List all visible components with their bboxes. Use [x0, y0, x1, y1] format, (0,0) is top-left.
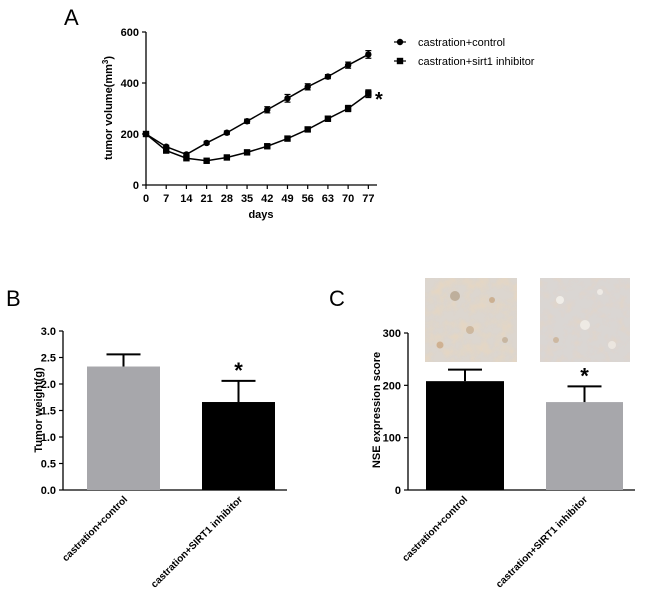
data-point-sirt1-inhibitor	[264, 143, 271, 150]
panel-a-y-tick-label: 200	[121, 129, 139, 141]
x-label-sirt1-inhibitor: castration+SIRT1 inhibitor	[494, 494, 590, 590]
panel-a-x-tick-label: 70	[342, 193, 354, 205]
panel-a-legend: castration+control castration+sirt1 inhi…	[394, 37, 535, 68]
data-point-sirt1-inhibitor	[203, 157, 210, 164]
panel-b-y-ticks: 0.0 0.5 1.0 1.5 2.0 2.5 3.0	[41, 326, 63, 497]
panel-b: B 0.00.51.01.52.02.53.0 Tumor weight(g) …	[6, 286, 287, 590]
panel-c-bars: *	[426, 363, 623, 490]
panel-c: C 0 100 200 300 NSE expression score * cast…	[329, 278, 635, 590]
panel-b-y-tick-label: 3.0	[41, 326, 56, 338]
panel-a-label: A	[64, 5, 79, 30]
legend-marker-square	[396, 57, 404, 65]
panel-c-y-tick-label: 300	[383, 328, 401, 340]
panel-a-y-tick-label: 0	[133, 180, 139, 192]
data-point-sirt1-inhibitor	[344, 105, 352, 112]
panel-a-y-tick-label: 600	[121, 27, 139, 39]
panel-a-x-tick-label: 14	[180, 193, 193, 205]
panel-a-series	[142, 50, 372, 164]
data-point-control	[284, 95, 291, 102]
legend-label-inhibitor: castration+sirt1 inhibitor	[418, 56, 535, 68]
panel-c-y-tick-label: 200	[383, 380, 401, 392]
panel-c-x-labels: castration+control castration+SIRT1 inhib…	[400, 494, 590, 590]
x-label-control: castration+control	[60, 494, 130, 564]
panel-a-x-tick-label: 35	[241, 193, 253, 205]
data-point-control	[223, 129, 231, 136]
panel-a-y-axis-title: tumor volume(mm3)	[101, 56, 115, 160]
panel-a-y-axis-title-sup: 3	[101, 59, 110, 64]
data-point-sirt1-inhibitor	[223, 154, 231, 161]
panel-b-y-tick-label: 2.5	[41, 353, 56, 365]
data-point-control	[324, 73, 332, 80]
bar-sirt1-inhibitor	[202, 402, 275, 490]
legend-label-control: castration+control	[418, 37, 505, 49]
panel-b-label: B	[6, 286, 21, 311]
legend-marker-circle	[396, 38, 404, 46]
data-point-sirt1-inhibitor	[365, 90, 372, 97]
x-label-control: castration+control	[400, 494, 470, 564]
data-point-sirt1-inhibitor	[284, 135, 291, 142]
data-point-control	[264, 106, 271, 113]
panel-c-y-axis-title: NSE expression score	[371, 352, 383, 468]
data-point-control	[304, 83, 311, 91]
bar-control	[87, 366, 160, 490]
series-line-control	[145, 53, 369, 156]
panel-a-y-ticks: 0 200 400 600	[121, 27, 146, 192]
panel-c-y-tick-label: 100	[383, 433, 401, 445]
data-point-sirt1-inhibitor	[243, 149, 251, 156]
panel-b-y-tick-label: 0.5	[41, 459, 56, 471]
panel-c-label: C	[329, 286, 345, 311]
panel-a-x-tick-label: 56	[302, 193, 314, 205]
panel-a-significance-star: *	[375, 89, 383, 111]
panel-b-y-tick-label: 0.0	[41, 485, 56, 497]
panel-a-x-axis-title: days	[248, 209, 273, 221]
significance-star-sirt1-inhibitor: *	[580, 363, 589, 388]
panel-a-y-axis-title-close: )	[103, 56, 115, 60]
panel-b-y-tick-label: 2.0	[41, 379, 56, 391]
panel-a-x-tick-label: 0	[143, 193, 149, 205]
panel-a-x-ticks: 0 7 14 21 28 35 42 49 56 63 70 77	[143, 185, 374, 205]
panel-a-axes	[145, 32, 377, 186]
panel-b-y-axis-title: Tumor weight(g)	[33, 367, 45, 453]
data-point-sirt1-inhibitor	[142, 130, 150, 138]
data-point-control	[365, 51, 372, 58]
data-point-sirt1-inhibitor	[183, 155, 190, 162]
panel-a-x-tick-label: 77	[362, 193, 374, 205]
significance-star-sirt1-inhibitor: *	[234, 358, 243, 383]
panel-a-y-tick-label: 400	[121, 78, 139, 90]
ihc-image-control	[425, 278, 517, 362]
panel-c-y-tick-label: 0	[395, 485, 401, 497]
data-point-control	[203, 139, 210, 147]
bar-control	[426, 381, 504, 490]
bar-sirt1-inhibitor	[546, 402, 623, 490]
panel-a-x-tick-label: 63	[322, 193, 334, 205]
panel-a-x-tick-label: 28	[221, 193, 233, 205]
panel-a-x-tick-label: 7	[163, 193, 169, 205]
panel-a-x-tick-label: 42	[261, 193, 273, 205]
ihc-image-sirt1-inhibitor	[540, 278, 630, 362]
panel-a-y-axis-title-main: tumor volume(mm	[103, 64, 115, 160]
panel-b-x-labels: castration+control castration+SIRT1 inhib…	[60, 494, 245, 590]
panel-a: A 0 200 400 600 0 7 14 21 28 35 42 49 56 63 70 77 days…	[64, 5, 535, 221]
panel-b-y-tick-label: 1.5	[41, 406, 56, 418]
panel-c-y-ticks: 0 100 200 300	[383, 328, 408, 497]
panel-a-x-tick-label: 21	[201, 193, 213, 205]
data-point-sirt1-inhibitor	[304, 126, 311, 133]
x-label-sirt1-inhibitor: castration+SIRT1 inhibitor	[149, 494, 245, 590]
panel-a-x-tick-label: 49	[281, 193, 293, 205]
panel-b-bars: *	[87, 353, 275, 490]
panel-b-y-tick-label: 1.0	[41, 432, 56, 444]
data-point-control	[344, 61, 352, 69]
data-point-control	[243, 118, 251, 125]
data-point-sirt1-inhibitor	[163, 147, 170, 154]
data-point-sirt1-inhibitor	[324, 115, 332, 122]
series-line-sirt1-inhibitor	[145, 93, 369, 162]
